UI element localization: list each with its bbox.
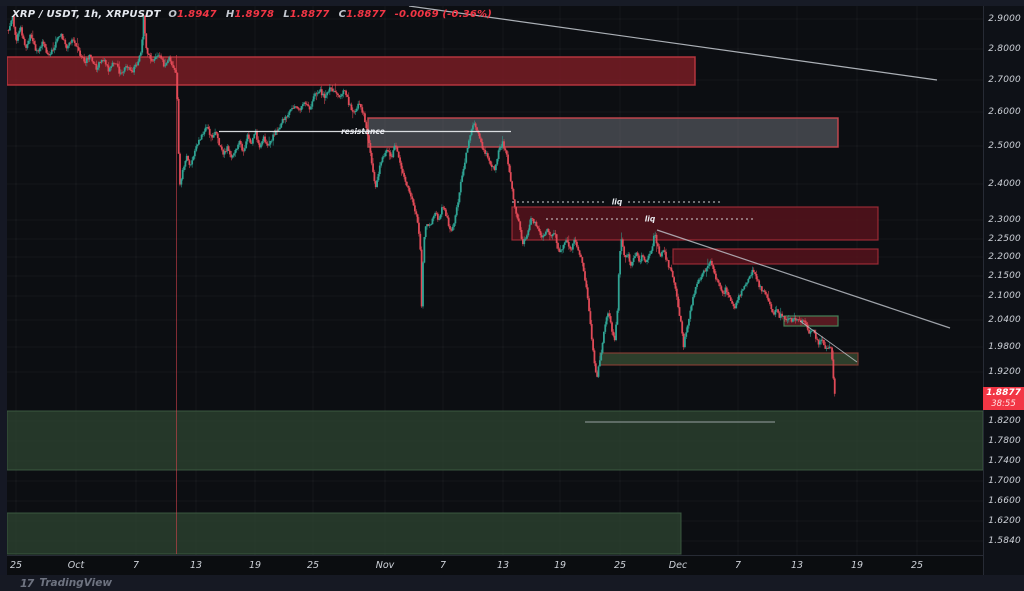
high-label: H [225, 9, 235, 20]
tradingview-logo-icon: 17 [20, 576, 34, 590]
price-axis-label: 1.6200 [988, 516, 1021, 526]
price-axis-label: 1.6600 [988, 496, 1021, 506]
price-axis-label: 1.8200 [988, 416, 1021, 426]
time-axis-label: 7 [132, 560, 140, 571]
price-axis-label: 2.2000 [988, 252, 1021, 262]
price-axis-label: 2.5000 [988, 141, 1021, 151]
price-axis-label: 2.0400 [988, 315, 1021, 325]
zone-resistance-gray[interactable] [367, 117, 839, 148]
open-label: O [168, 9, 178, 20]
symbol-info-bar[interactable]: XRP / USDT, 1h, XRPUSDT O1.8947 H1.8978 L1… [12, 9, 492, 20]
high-value: 1.8978 [234, 9, 275, 20]
time-axis-label: 25 [9, 560, 23, 571]
price-axis[interactable]: 2.9000 2.8000 2.7000 2.6000 2.5000 2.4000 2.30… [983, 6, 1024, 575]
price-axis-label: 1.5840 [988, 536, 1021, 546]
time-axis-label: 19 [850, 560, 864, 571]
price-axis-label: 2.1000 [988, 291, 1021, 301]
trendline-upper[interactable] [408, 6, 938, 81]
time-axis-label: 13 [189, 560, 203, 571]
tradingview-logo[interactable]: 17 TradingView [20, 577, 112, 590]
candlestick-series [7, 14, 836, 397]
zone-demand-main[interactable] [7, 410, 983, 471]
tradingview-logo-text: TradingView [39, 577, 113, 589]
annotation-resistance-0: resistance [341, 127, 385, 136]
price-axis-label: 2.6000 [988, 107, 1021, 117]
annotation-liq-2: liq [645, 215, 656, 224]
price-axis-label: 2.2500 [988, 234, 1021, 244]
time-axis-label: 7 [439, 560, 447, 571]
price-axis-label: 2.8000 [988, 44, 1021, 54]
bottom-bar: 17 TradingView [0, 575, 1024, 591]
price-axis-label: 2.3000 [988, 215, 1021, 225]
time-axis-label: Nov [375, 560, 395, 571]
change-value: -0.0069 (-0.36%) [394, 9, 492, 20]
time-axis-label: 25 [613, 560, 627, 571]
time-axis-label: 25 [306, 560, 320, 571]
last-price-badge: 1.8877 38:55 [983, 387, 1024, 410]
time-axis-label: 13 [496, 560, 510, 571]
bar-countdown: 38:55 [991, 398, 1016, 409]
time-axis[interactable]: 25 Oct 7 13 19 25 Nov 7 13 19 25 Dec 7 13 19 25 [7, 555, 983, 576]
time-axis-label: Dec [668, 560, 688, 571]
time-axis-label: 13 [790, 560, 804, 571]
annotation-liq-1: liq [612, 198, 623, 207]
price-axis-label: 1.9200 [988, 367, 1021, 377]
time-axis-label: 19 [248, 560, 262, 571]
zone-liq-zone-lower[interactable] [672, 248, 879, 265]
time-axis-label: 7 [734, 560, 742, 571]
price-axis-label: 2.7000 [988, 75, 1021, 85]
close-label: C [338, 9, 347, 20]
price-axis-label: 1.9800 [988, 342, 1021, 352]
price-axis-label: 1.7000 [988, 476, 1021, 486]
price-axis-label: 2.4000 [988, 179, 1021, 189]
time-axis-label: 25 [910, 560, 924, 571]
symbol-title[interactable]: XRP / USDT, 1h, XRPUSDT [12, 9, 161, 20]
time-axis-label: 19 [553, 560, 567, 571]
price-axis-label: 1.7800 [988, 436, 1021, 446]
zone-minor-demand-strip[interactable] [599, 352, 859, 366]
price-axis-label: 1.7400 [988, 456, 1021, 466]
zone-demand-lower[interactable] [7, 512, 682, 555]
last-price-value: 1.8877 [986, 387, 1021, 398]
low-value: 1.8877 [289, 9, 330, 20]
price-axis-label: 2.9000 [988, 14, 1021, 24]
open-value: 1.8947 [177, 9, 217, 20]
trendline-small[interactable] [799, 320, 858, 363]
price-axis-label: 2.1500 [988, 271, 1021, 281]
trendline-mid[interactable] [656, 229, 951, 329]
low-label: L [283, 9, 290, 20]
time-axis-label: Oct [67, 560, 85, 571]
left-margin [0, 6, 7, 575]
close-value: 1.8877 [346, 9, 386, 20]
zone-liq-zone-upper[interactable] [511, 206, 879, 241]
zone-minor-supply-box[interactable] [783, 315, 839, 327]
